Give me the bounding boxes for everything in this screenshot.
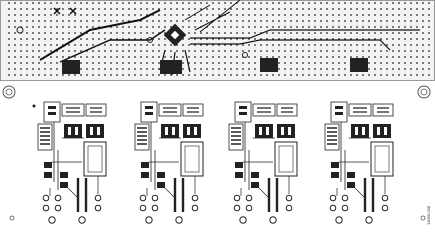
module-3 (227, 100, 299, 225)
module-4 (323, 100, 395, 225)
channel-modules (36, 100, 395, 225)
module-1 (36, 100, 108, 225)
module-2 (133, 100, 205, 225)
mounting-holes (2, 85, 431, 221)
top-board (0, 0, 435, 81)
figure-id: 13096-008 (426, 205, 431, 225)
